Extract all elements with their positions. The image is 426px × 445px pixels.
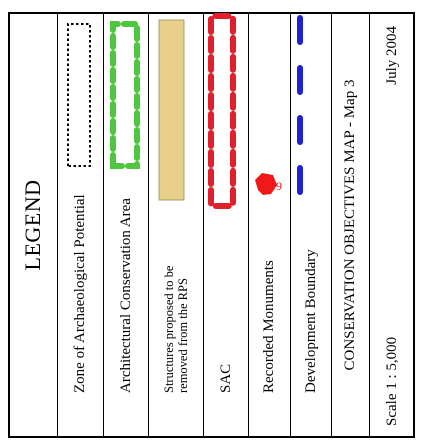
dotted-outline-box-icon — [67, 23, 91, 167]
legend-item-structures-removed: Structures proposed to be removed from t… — [149, 12, 204, 438]
filled-tan-box-icon — [158, 19, 185, 201]
dashed-green-box-icon — [110, 21, 140, 169]
legend-item-recorded-monuments: Recorded Monuments 19 — [249, 12, 291, 438]
monument-number-badge: 19 — [270, 179, 282, 193]
red-polygon-icon — [255, 173, 277, 195]
legend-item-sac: SAC — [204, 12, 249, 438]
legend-title: LEGEND — [8, 12, 58, 438]
legend-item-archaeological-zone: Zone of Archaeological Potential — [58, 12, 104, 438]
legend-footer: Scale 1 : 5,000 July 2004 — [370, 12, 415, 438]
legend-item-development-boundary: Development Boundary — [291, 12, 332, 438]
map-title: CONSERVATION OBJECTIVES MAP - Map 3 — [332, 12, 370, 438]
date-label: July 2004 — [384, 26, 400, 85]
dashed-red-box-icon — [208, 13, 236, 209]
dashed-blue-line-icon — [297, 15, 303, 195]
scale-label: Scale 1 : 5,000 — [384, 336, 400, 426]
legend-item-architectural-conservation-area: Architectural Conservation Area — [104, 12, 149, 438]
